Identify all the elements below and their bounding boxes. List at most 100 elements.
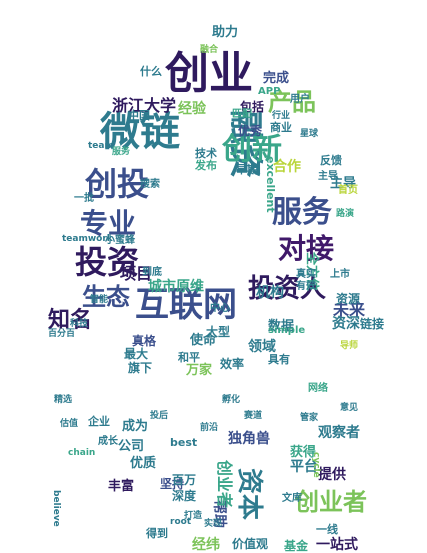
cloud-word: 精选: [54, 395, 73, 405]
cloud-word: 深度: [172, 489, 197, 503]
cloud-word: 中心: [210, 303, 230, 314]
cloud-word: 导师: [340, 341, 359, 351]
cloud-word: 企业: [88, 415, 110, 428]
cloud-word: 坚持: [160, 477, 185, 491]
cloud-word: 经验: [178, 101, 206, 117]
cloud-word: 百分百: [48, 329, 76, 339]
cloud-word: 网络: [308, 383, 328, 394]
cloud-word: 主导: [318, 171, 338, 182]
cloud-word: 真格: [132, 334, 157, 348]
cloud-word: 商业: [270, 121, 292, 134]
cloud-word: 什么: [140, 65, 162, 78]
cloud-word: 实现: [204, 519, 223, 529]
cloud-word: 链接: [360, 317, 385, 331]
cloud-word: 得到: [146, 527, 168, 540]
cloud-word: 真实: [296, 269, 316, 280]
cloud-word: believe: [51, 490, 61, 527]
cloud-word: 包括: [240, 100, 265, 114]
cloud-word: 意见: [340, 403, 359, 413]
cloud-word: root: [170, 517, 192, 527]
cloud-word: 小蜜蜂: [105, 235, 135, 246]
cloud-word: 首页: [338, 185, 358, 196]
cloud-word: 价值观: [232, 537, 269, 551]
cloud-word: 一批: [74, 193, 94, 204]
cloud-word: 成为: [122, 419, 149, 434]
cloud-word: 发布: [195, 159, 217, 172]
cloud-word: 早期: [236, 163, 258, 176]
cloud-word: 完成: [263, 71, 290, 86]
cloud-word: 获得: [290, 445, 317, 460]
cloud-word: 技术: [195, 147, 217, 160]
cloud-word: 万家: [186, 363, 213, 378]
cloud-word: 旗下: [128, 361, 153, 375]
cloud-word: 中国: [128, 109, 150, 122]
cloud-word: 优质: [130, 456, 157, 471]
cloud-word: 赛道: [244, 411, 263, 421]
cloud-word: excellent: [264, 156, 277, 213]
cloud-word: 一站式: [316, 537, 358, 553]
cloud-word: 产品: [268, 88, 316, 116]
cloud-word: 匹配: [232, 109, 252, 120]
cloud-word: 平台: [290, 459, 318, 475]
cloud-word: 创业者: [215, 460, 234, 509]
cloud-word: 互联网: [135, 285, 237, 325]
cloud-word: 微链: [100, 109, 180, 155]
cloud-word: 创投: [85, 165, 150, 203]
cloud-word: 文库: [282, 493, 302, 504]
cloud-word: 科技: [70, 319, 89, 329]
cloud-word: 丰富: [108, 479, 135, 494]
cloud-word: 浙江大学: [112, 96, 177, 115]
cloud-word: teamwork: [62, 234, 113, 244]
cloud-word: 搜索: [140, 179, 160, 190]
cloud-word: 领域: [248, 339, 276, 355]
cloud-word: 投资: [75, 243, 140, 281]
cloud-word: 管家: [300, 413, 319, 423]
cloud-word: 经纬: [192, 537, 220, 553]
cloud-word: 机构: [256, 285, 284, 301]
cloud-word: APP: [258, 86, 281, 97]
cloud-word: 合作: [273, 159, 301, 175]
cloud-word: 专业: [80, 207, 137, 240]
cloud-word: 有效: [296, 281, 316, 292]
cloud-word: 主导: [330, 176, 357, 191]
cloud-word: 一线: [316, 523, 338, 536]
cloud-word: 未来: [333, 300, 366, 319]
cloud-word: 资本: [234, 468, 264, 521]
cloud-word: cycle: [311, 452, 321, 478]
cloud-word: 基金: [284, 539, 309, 553]
cloud-word: 反馈: [320, 154, 342, 167]
cloud-word: 服务: [272, 195, 332, 230]
cloud-word: best: [170, 436, 198, 449]
cloud-word: 行业: [272, 111, 291, 121]
cloud-word: 成长: [98, 436, 118, 447]
cloud-word: 独角兽: [228, 431, 270, 447]
cloud-word: 数据: [268, 319, 295, 334]
cloud-word: 资深: [332, 316, 360, 332]
cloud-word: 助力: [212, 25, 239, 40]
cloud-word: 项目: [120, 264, 153, 283]
cloud-word: 投后: [150, 411, 169, 421]
cloud-word: 城市原维: [148, 279, 204, 295]
cloud-word: 观察者: [318, 425, 360, 441]
cloud-word: 估值: [60, 419, 79, 429]
cloud-word: 大型: [206, 325, 231, 339]
cloud-word: 创业: [165, 48, 253, 99]
cloud-word: 用户: [290, 94, 310, 105]
cloud-word: 对接: [278, 232, 335, 265]
cloud-word: 前沿: [200, 423, 219, 433]
cloud-word: 智能: [90, 295, 109, 305]
cloud-word: 知名: [48, 308, 93, 333]
cloud-word: 优秀: [238, 124, 263, 138]
cloud-word: 融合: [200, 45, 219, 55]
cloud-word: 上市: [330, 269, 350, 280]
cloud-word: team: [88, 141, 114, 151]
cloud-word: 打造: [184, 511, 203, 521]
cloud-word: 公司: [118, 439, 145, 454]
cloud-word: 具有: [268, 353, 290, 366]
cloud-word: 星球: [300, 129, 319, 139]
cloud-word: 创业者: [295, 488, 367, 516]
cloud-word: 使命: [190, 333, 217, 348]
cloud-word: 提供: [318, 467, 346, 483]
cloud-word: 到底: [142, 267, 162, 278]
